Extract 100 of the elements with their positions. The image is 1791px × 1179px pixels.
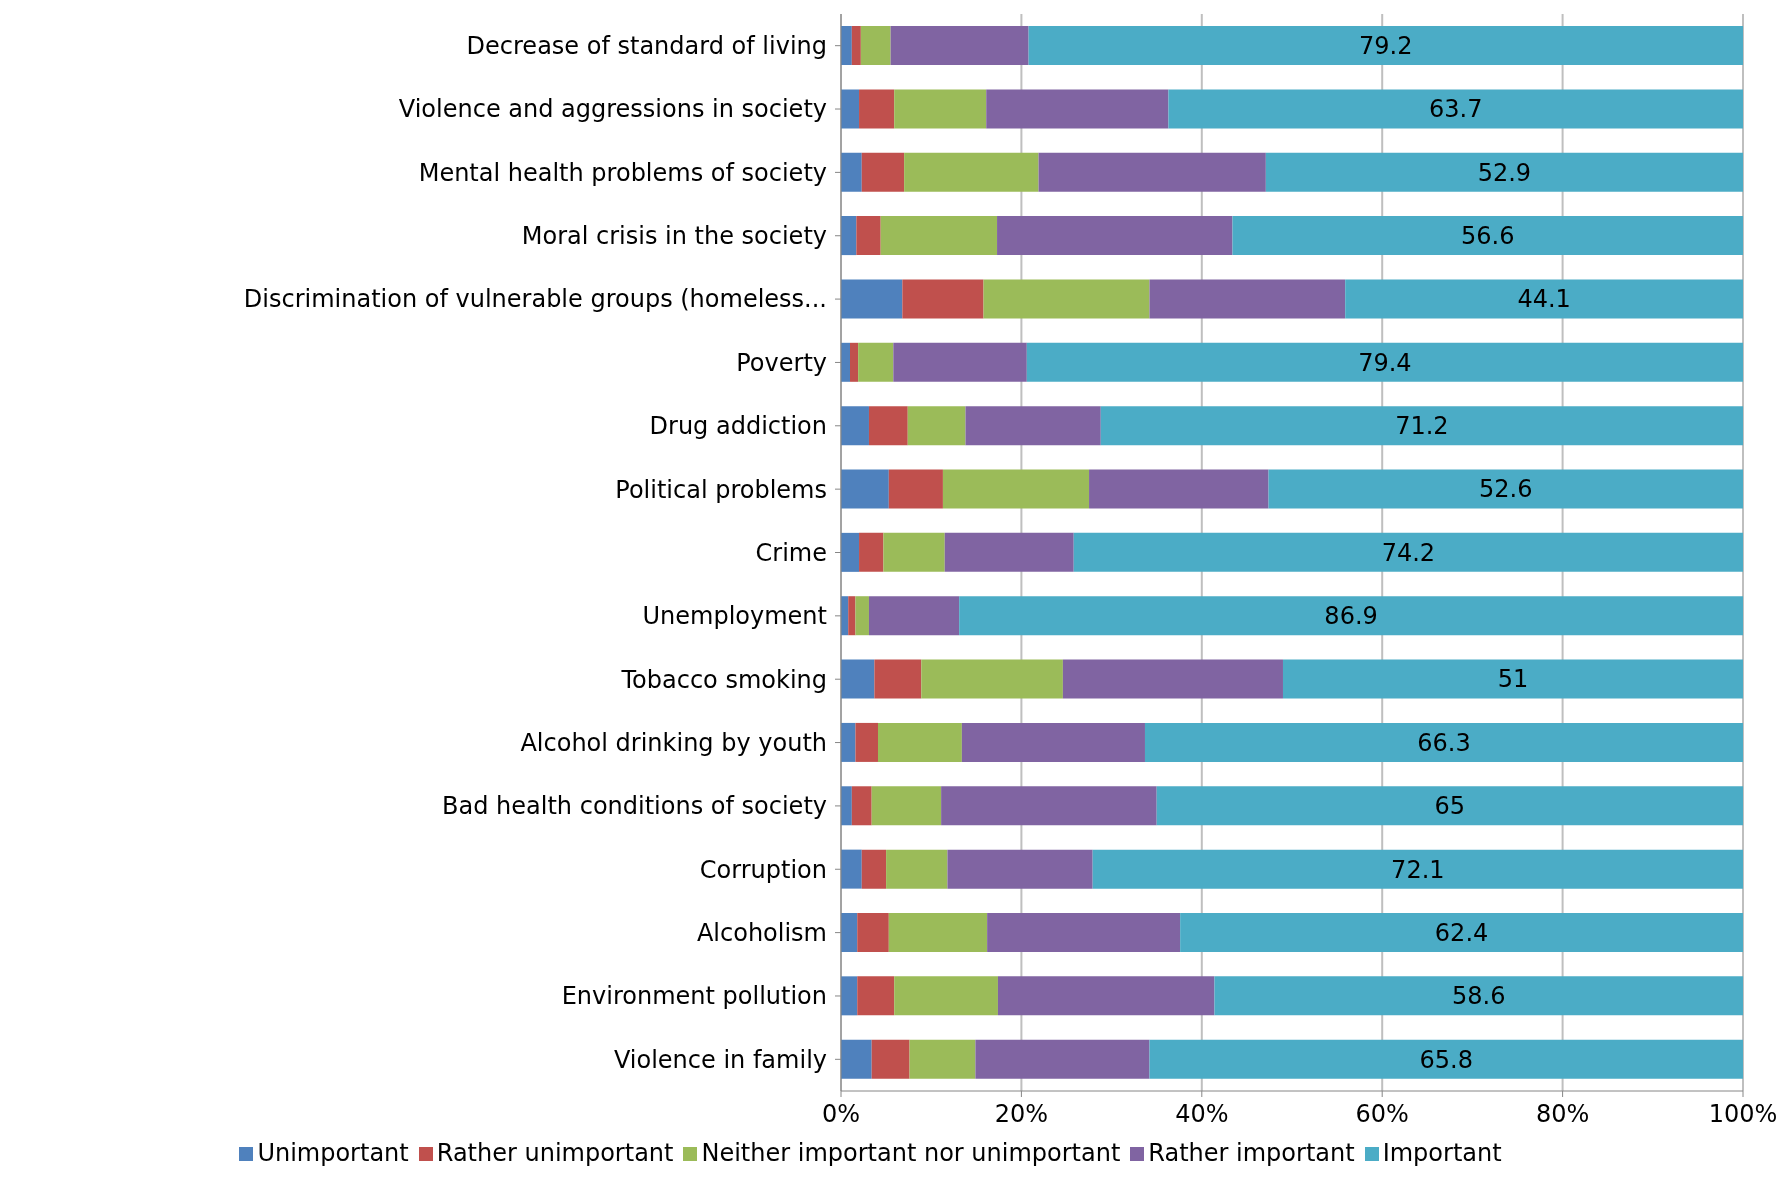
bar [1100,406,1743,446]
data-label: 66.3 [1417,728,1471,757]
legend-label: Important [1382,1139,1502,1167]
bar [855,722,878,762]
bar [907,406,966,446]
x-tick-label: 100% [1708,1099,1778,1128]
bar [855,596,869,636]
bar [861,152,905,192]
y-tick-label: Decrease of standard of living [466,32,827,61]
data-label: 51 [1497,665,1529,694]
bar [841,786,852,826]
bar [841,279,903,319]
legend-label: Rather unimportant [436,1139,674,1167]
y-tick-label: Mental health problems of society [418,158,827,187]
bar [909,1039,976,1079]
bar [894,89,987,129]
bar [857,976,895,1016]
bar [851,786,872,826]
bar [856,216,881,256]
bar [880,216,998,256]
y-tick-label: Moral crisis in the society [521,222,827,251]
legend-label: Rather important [1148,1139,1355,1167]
bar [1214,976,1743,1016]
data-label: 52.6 [1479,475,1533,504]
data-label: 58.6 [1452,982,1506,1011]
bar [857,912,889,952]
bar [868,406,908,446]
bar [888,912,988,952]
y-tick-label: Tobacco smoking [620,665,827,694]
y-tick-label: Discrimination of vulnerable groups (homeless... [243,285,827,314]
bar [1028,26,1743,66]
bar [997,216,1233,256]
bar [841,26,852,66]
bar [1180,912,1743,952]
bar [874,659,922,699]
bar [850,342,859,382]
bar [877,722,962,762]
bar [983,279,1150,319]
bar [965,406,1101,446]
bar [861,849,887,889]
bar [947,849,1093,889]
bar [858,342,894,382]
bar [941,786,1157,826]
y-tick-label: Alcoholism [696,919,827,948]
bar [1345,279,1743,319]
data-label: 65 [1434,792,1466,821]
x-tick-label: 60% [1355,1099,1409,1128]
data-label: 72.1 [1391,855,1445,884]
bar [841,532,860,572]
bar [841,849,862,889]
bar [959,596,1743,636]
data-label: 79.2 [1359,31,1413,60]
y-tick-label: Violence and aggressions in society [398,95,827,124]
bar [975,1039,1150,1079]
bar [1149,1039,1743,1079]
bar [1265,152,1743,192]
bar [868,596,960,636]
bar [859,89,895,129]
bar [841,659,875,699]
bar [841,1039,872,1079]
bar [841,406,869,446]
data-label: 86.9 [1324,602,1378,631]
bar [921,659,1063,699]
data-label: 56.6 [1461,222,1515,250]
bar [944,532,1074,572]
bar [841,912,858,952]
bar [1144,722,1743,762]
bar [1089,469,1269,509]
x-tick-label: 0% [821,1099,861,1128]
y-tick-label: Alcohol drinking by youth [520,728,827,757]
bar [1092,849,1743,889]
bar [841,976,858,1016]
y-tick-label: Poverty [736,348,827,377]
y-tick-label: Corruption [699,855,827,884]
bar [841,89,860,129]
bar [904,152,1039,192]
bar [1073,532,1743,572]
bar [871,1039,910,1079]
y-tick-label: Crime [755,538,827,567]
bar [1026,342,1743,382]
bar [902,279,984,319]
x-tick-label: 40% [1175,1099,1229,1128]
bar [893,342,1027,382]
bar [986,89,1169,129]
bar [883,532,945,572]
bar [871,786,942,826]
bar [851,26,861,66]
x-tick-label: 80% [1535,1099,1590,1128]
data-label: 52.9 [1477,158,1532,187]
data-label: 63.7 [1428,95,1483,124]
y-tick-label: Environment pollution [561,982,827,1011]
bar [841,216,857,256]
legend-label: Neither important nor unimportant [701,1139,1121,1167]
y-tick-label: Unemployment [642,602,827,631]
bar [1282,659,1743,699]
bar [841,152,862,192]
bar [1268,469,1743,509]
data-label: 74.2 [1381,538,1436,567]
bar [888,469,943,509]
bar [1149,279,1346,319]
